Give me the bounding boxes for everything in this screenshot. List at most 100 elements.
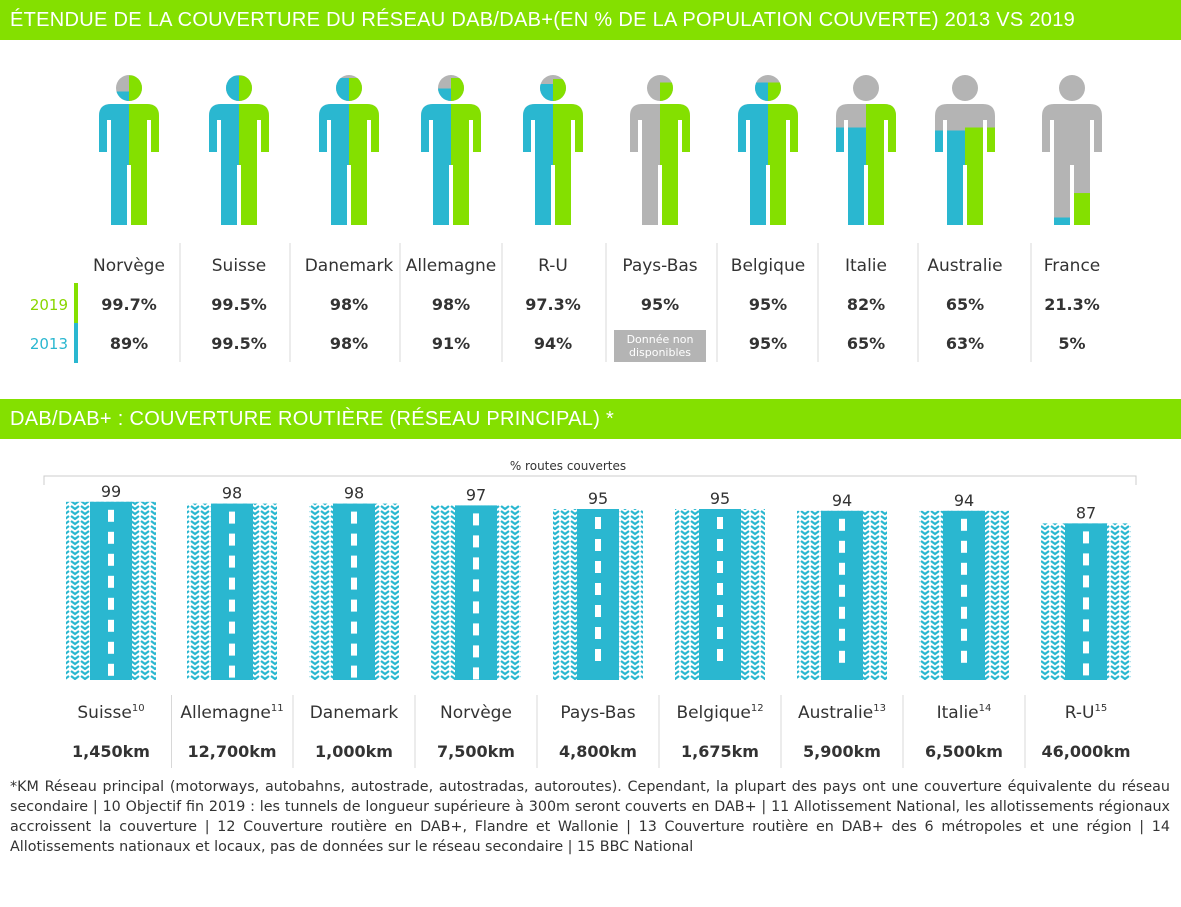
country-label: Norvège [93,256,165,276]
road-country-label: Norvège [440,703,512,723]
value-2019: 97.3% [525,295,581,314]
na-label: Donnée non [627,333,694,346]
road-country-label: Suisse10 [77,703,144,723]
road-country-label: Danemark [310,703,399,723]
road-country-label: Italie14 [937,703,992,723]
country-label: R-U [538,256,568,276]
value-2019: 21.3% [1044,295,1100,314]
road-km-value: 1,675km [681,742,759,761]
lane-marking [473,667,479,680]
lane-marking [108,597,114,610]
bar-value-label: 94 [954,491,974,510]
lane-marking [839,518,845,531]
lane-marking [351,577,357,590]
lane-marking [473,645,479,658]
value-2013: 89% [110,334,148,353]
lane-marking [595,627,601,639]
value-2019: 65% [946,295,984,314]
road-bar [553,509,643,680]
road-country-label: Pays-Bas [560,703,635,723]
value-2019: 98% [330,295,368,314]
lane-marking [717,517,723,529]
lane-marking [351,599,357,612]
lane-marking [1083,597,1089,610]
value-2013: 94% [534,334,572,353]
lane-marking [595,649,601,661]
lane-marking [961,606,967,619]
road-country-label: R-U15 [1065,703,1107,723]
country-label: Danemark [305,256,394,276]
road-km-value: 1,450km [72,742,150,761]
country-label: Suisse [212,256,266,276]
population-coverage-chart: Norvège 99.7% 89% Suisse 99.5% 99.5% Danemark 9… [30,75,1102,363]
road-country-label: Australie13 [798,703,886,723]
lane-marking [839,628,845,641]
road-country-label: Belgique12 [676,703,763,723]
lane-marking [108,531,114,544]
lane-marking [473,557,479,570]
road-km-value: 6,500km [925,742,1003,761]
value-2019: 82% [847,295,885,314]
lane-marking [717,649,723,661]
axis-label: % routes couvertes [510,459,626,473]
country-label: Pays-Bas [622,256,697,276]
value-2019: 95% [641,295,679,314]
lane-marking [717,605,723,617]
value-2013: 5% [1058,334,1085,353]
lane-marking [595,517,601,529]
lane-marking [961,650,967,663]
road-bar [919,510,1009,680]
value-2013: 63% [946,334,984,353]
lane-marking [229,555,235,568]
value-2019: 99.7% [101,295,157,314]
lane-marking [108,575,114,588]
lane-marking [595,539,601,551]
country-label: Australie [927,256,1002,276]
road-bar [1041,523,1131,680]
road-coverage-chart: % routes couvertes 99 Suisse10 1,450km 98 All… [43,459,1137,768]
value-2013: 65% [847,334,885,353]
value-2013: 95% [749,334,787,353]
lane-marking [1083,619,1089,632]
road-km-value: 46,000km [1041,742,1130,761]
country-label: France [1044,256,1101,276]
lane-marking [351,643,357,656]
bar-value-label: 98 [222,484,242,503]
lane-marking [961,540,967,553]
lane-marking [229,599,235,612]
bar-value-label: 87 [1076,503,1096,522]
country-label: Italie [845,256,887,276]
country-label: Belgique [731,256,805,276]
section-title-population: ÉTENDUE DE LA COUVERTURE DU RÉSEAU DAB/D… [0,0,1181,40]
value-2013: 99.5% [211,334,267,353]
road-km-value: 12,700km [187,742,276,761]
lane-marking [839,562,845,575]
lane-marking [351,555,357,568]
lane-marking [1083,641,1089,654]
road-km-value: 7,500km [437,742,515,761]
lane-marking [229,665,235,678]
person-fill-2013 [1042,217,1072,225]
lane-marking [473,513,479,526]
lane-marking [351,665,357,678]
lane-marking [229,511,235,524]
lane-marking [108,641,114,654]
lane-marking [473,535,479,548]
lane-marking [229,643,235,656]
lane-marking [108,553,114,566]
lane-marking [108,619,114,632]
lane-marking [351,533,357,546]
lane-marking [473,623,479,636]
lane-marking [839,540,845,553]
road-bar [797,510,887,680]
bar-value-label: 98 [344,484,364,503]
lane-marking [717,627,723,639]
na-badge [614,330,706,362]
lane-marking [1083,553,1089,566]
value-2019: 95% [749,295,787,314]
lane-marking [595,583,601,595]
lane-marking [717,583,723,595]
year-marker-2019 [74,283,78,323]
lane-marking [229,577,235,590]
value-2019: 98% [432,295,470,314]
